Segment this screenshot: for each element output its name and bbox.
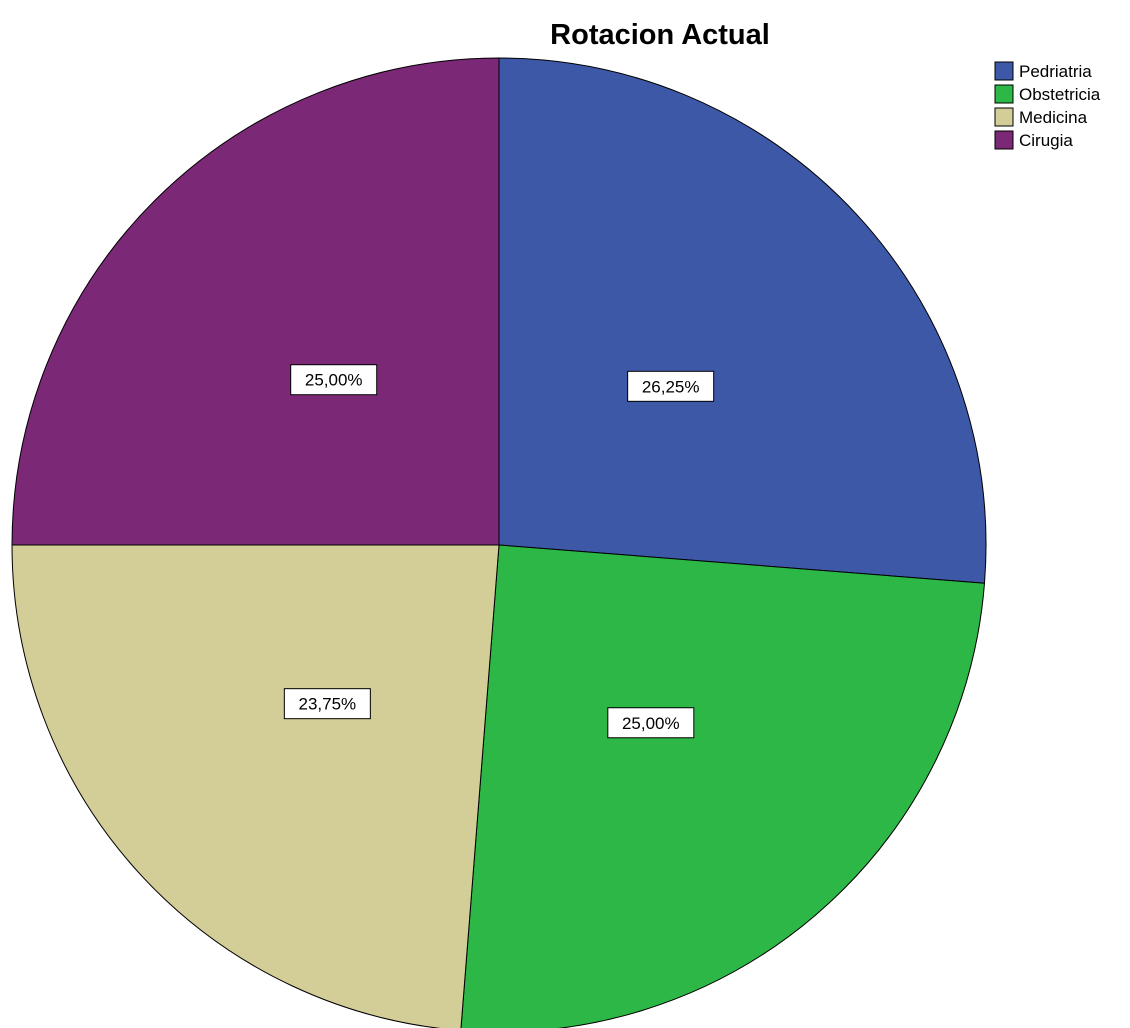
slice-label-text: 25,00% — [622, 714, 680, 733]
chart-title: Rotacion Actual — [550, 19, 770, 51]
legend-label: Pedriatria — [1019, 62, 1092, 81]
legend-swatch — [994, 130, 1014, 150]
slice-label-cirugia: 25,00% — [290, 364, 378, 396]
slice-label-pedriatria: 26,25% — [627, 370, 715, 402]
slice-label-obstetricia: 25,00% — [607, 707, 695, 739]
slice-label-text: 26,25% — [642, 377, 700, 396]
slice-label-box — [607, 707, 695, 739]
legend-item-medicina: Medicina — [994, 107, 1088, 127]
legend-label: Medicina — [1019, 108, 1088, 127]
slice-label-box — [627, 370, 715, 402]
legend-item-cirugia: Cirugia — [994, 130, 1073, 150]
pie-slice-medicina — [11, 544, 500, 1028]
legend-swatch — [994, 61, 1014, 81]
legend-label: Cirugia — [1019, 131, 1073, 150]
slice-labels: 26,25% 25,00% 23,75% 25,00% — [283, 364, 715, 739]
legend-swatch — [994, 107, 1014, 127]
slice-label-box — [283, 688, 371, 720]
pie-slice-obstetricia — [460, 544, 986, 1028]
pie-slice-cirugia — [11, 57, 500, 546]
slice-label-medicina: 23,75% — [283, 688, 371, 720]
legend: Pedriatria Obstetricia Medicina Cirugia — [994, 61, 1101, 150]
legend-item-obstetricia: Obstetricia — [994, 84, 1101, 104]
pie-slices — [11, 57, 987, 1028]
legend-swatch — [994, 84, 1014, 104]
slice-label-text: 25,00% — [305, 371, 363, 390]
legend-item-pedriatria: Pedriatria — [994, 61, 1092, 81]
legend-label: Obstetricia — [1019, 85, 1101, 104]
pie-slice-pedriatria — [498, 57, 987, 584]
slice-label-text: 23,75% — [299, 695, 357, 714]
slice-label-box — [290, 364, 378, 396]
